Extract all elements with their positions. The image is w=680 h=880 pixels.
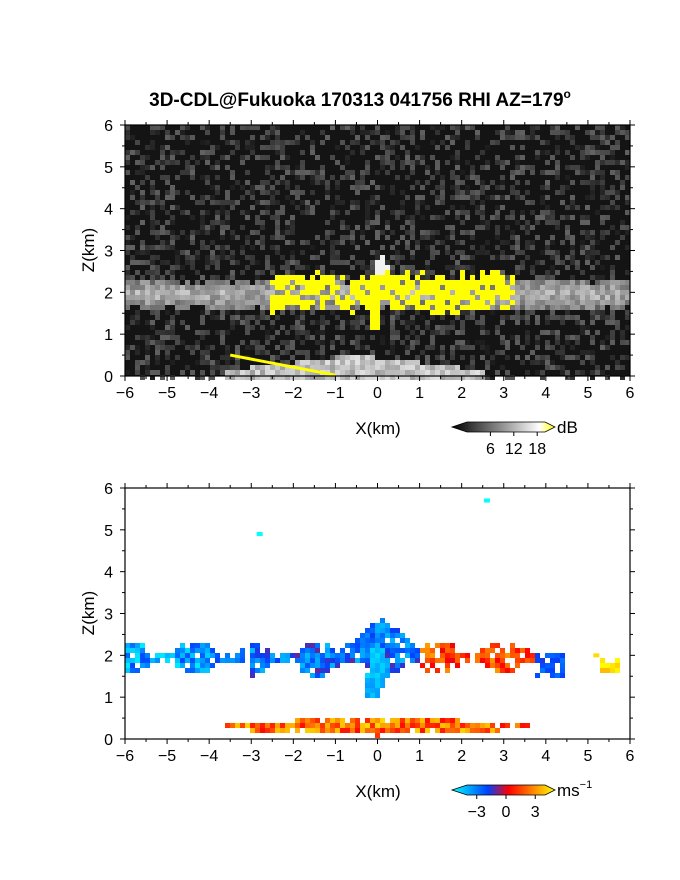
reflectivity-y-tick-label: 4	[104, 202, 113, 219]
velocity-y-tick-label: 0	[104, 732, 113, 749]
velocity-x-tick-label: 0	[373, 748, 382, 765]
reflectivity-x-tick-label: −5	[158, 385, 176, 402]
velocity-field	[125, 498, 620, 738]
reflectivity-y-tick-label: 1	[104, 327, 113, 344]
velocity-x-tick-label: −2	[284, 748, 302, 765]
velocity-y-tick-label: 1	[104, 690, 113, 707]
reflectivity-x-tick-label: −1	[326, 385, 344, 402]
velocity-x-tick-label: 1	[415, 748, 424, 765]
reflectivity-x-tick-label: 0	[373, 385, 382, 402]
reflectivity-y-tick-label: 5	[104, 160, 113, 177]
velocity-colorbar-tick: −3	[468, 804, 486, 821]
velocity-colorbar-unit: ms−1	[557, 779, 592, 800]
reflectivity-y-tick-label: 6	[104, 118, 113, 135]
reflectivity-colorbar-tick: 12	[505, 441, 523, 458]
velocity-x-tick-label: −5	[158, 748, 176, 765]
velocity-ylabel: Z(km)	[79, 591, 98, 635]
reflectivity-colorbar: 6 12 18 dB	[450, 418, 578, 458]
velocity-axis-ticks: −6 −5 −4 −3 −2 −1 0 1 2 3 4 5 6 0 1 2 3 4 5 6	[104, 481, 635, 765]
velocity-colorbar-tick: 3	[531, 804, 540, 821]
velocity-xlabel: X(km)	[355, 782, 400, 801]
velocity-x-tick-label: 2	[457, 748, 466, 765]
velocity-y-tick-label: 5	[104, 523, 113, 540]
reflectivity-x-tick-label: 4	[541, 385, 550, 402]
reflectivity-ylabel: Z(km)	[79, 228, 98, 272]
reflectivity-x-tick-label: 1	[415, 385, 424, 402]
reflectivity-axis-ticks: −6 −5 −4 −3 −2 −1 0 1 2 3 4 5 6 0 1 2 3 4 5 6	[104, 118, 635, 402]
reflectivity-colorbar-tick: 18	[528, 441, 546, 458]
velocity-x-tick-label: −6	[116, 748, 134, 765]
velocity-colorbar-tick: 0	[502, 804, 511, 821]
velocity-x-tick-label: 6	[626, 748, 635, 765]
velocity-panel: −6 −5 −4 −3 −2 −1 0 1 2 3 4 5 6 0 1 2 3 4 5 6 X(km) Z(km) −…	[79, 481, 635, 821]
velocity-y-tick-label: 2	[104, 648, 113, 665]
velocity-plot-background	[125, 488, 630, 739]
velocity-x-tick-label: 3	[499, 748, 508, 765]
reflectivity-y-tick-label: 0	[104, 369, 113, 386]
reflectivity-x-tick-label: 5	[583, 385, 592, 402]
velocity-x-tick-label: −4	[200, 748, 218, 765]
reflectivity-y-tick-label: 2	[104, 285, 113, 302]
velocity-colorbar: −3 0 3 ms−1	[450, 779, 592, 821]
reflectivity-x-tick-label: −3	[242, 385, 260, 402]
isolated-echo	[483, 498, 490, 503]
reflectivity-x-tick-label: −4	[200, 385, 218, 402]
reflectivity-y-tick-label: 3	[104, 244, 113, 261]
velocity-y-tick-label: 6	[104, 481, 113, 498]
velocity-x-tick-label: −1	[326, 748, 344, 765]
reflectivity-x-tick-label: 3	[499, 385, 508, 402]
reflectivity-field	[125, 125, 630, 380]
ground-edge-line	[229, 353, 336, 377]
reflectivity-x-tick-label: −2	[284, 385, 302, 402]
velocity-x-tick-label: 4	[541, 748, 550, 765]
reflectivity-x-tick-label: −6	[116, 385, 134, 402]
reflectivity-x-tick-label: 6	[626, 385, 635, 402]
reflectivity-x-tick-label: 2	[457, 385, 466, 402]
isolated-echo	[256, 532, 263, 537]
isolated-echo	[593, 653, 600, 658]
velocity-x-tick-label: −3	[242, 748, 260, 765]
reflectivity-xlabel: X(km)	[355, 419, 400, 438]
reflectivity-colorbar-tick: 6	[486, 441, 495, 458]
reflectivity-colorbar-unit: dB	[557, 418, 578, 437]
velocity-y-tick-label: 3	[104, 607, 113, 624]
velocity-x-tick-label: 5	[583, 748, 592, 765]
figure-title: 3D-CDL@Fukuoka 170313 041756 RHI AZ=179o	[149, 87, 571, 111]
velocity-y-tick-label: 4	[104, 565, 113, 582]
